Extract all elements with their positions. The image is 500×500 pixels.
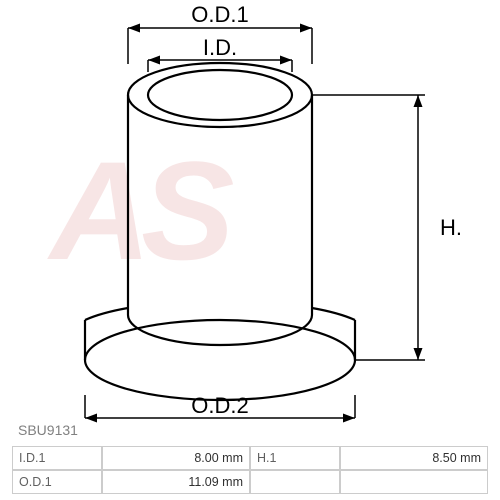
spec-table: I.D.1 8.00 mm H.1 8.50 mm O.D.1 11.09 mm (12, 446, 488, 494)
od2-label: O.D.2 (191, 393, 248, 418)
spec-value: 8.00 mm (102, 446, 250, 470)
spec-label: I.D.1 (12, 446, 102, 470)
bushing-diagram: O.D.1 I.D. H. O.D.2 (0, 0, 500, 440)
spec-value: 8.50 mm (340, 446, 488, 470)
spec-label (250, 470, 340, 494)
flange-top-right (312, 308, 355, 320)
spec-label: H.1 (250, 446, 340, 470)
spec-label: O.D.1 (12, 470, 102, 494)
top-inner-ellipse (148, 70, 292, 120)
spec-value (340, 470, 488, 494)
flange-top-left (85, 308, 128, 320)
h-label: H. (440, 215, 462, 240)
table-row: O.D.1 11.09 mm (12, 470, 488, 494)
id-label: I.D. (203, 35, 237, 60)
table-row: I.D.1 8.00 mm H.1 8.50 mm (12, 446, 488, 470)
flange-bottom (85, 320, 355, 400)
spec-value: 11.09 mm (102, 470, 250, 494)
od1-label: O.D.1 (191, 2, 248, 27)
top-outer-ellipse (128, 63, 312, 127)
